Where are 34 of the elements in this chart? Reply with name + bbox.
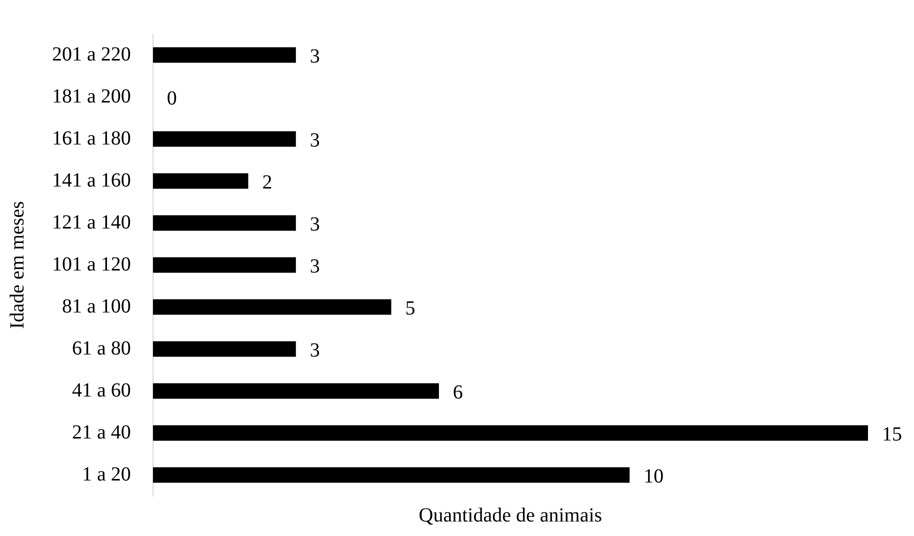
data-label: 0 xyxy=(166,87,177,110)
bar xyxy=(152,215,296,231)
data-label: 6 xyxy=(452,381,463,404)
y-tick-label: 201 a 220 xyxy=(52,43,131,66)
y-axis-title: Idade em meses xyxy=(6,200,28,329)
y-tick-label: 141 a 160 xyxy=(52,169,131,192)
y-tick-label: 121 a 140 xyxy=(52,211,131,234)
bar xyxy=(152,341,296,357)
data-label: 2 xyxy=(262,171,272,194)
bar xyxy=(152,131,296,147)
bar xyxy=(152,467,630,483)
bar xyxy=(152,425,868,441)
data-label: 15 xyxy=(882,423,902,446)
y-tick-label: 61 a 80 xyxy=(72,337,131,360)
data-label: 5 xyxy=(405,297,416,320)
data-label: 3 xyxy=(310,255,320,278)
bar xyxy=(152,173,248,189)
data-label: 10 xyxy=(644,465,664,488)
bar xyxy=(152,383,439,399)
y-tick-label: 81 a 100 xyxy=(62,295,131,318)
x-axis-title: Quantidade de animais xyxy=(418,504,602,526)
data-label: 3 xyxy=(310,339,320,362)
y-tick-label: 181 a 200 xyxy=(52,85,131,108)
bar xyxy=(152,47,296,63)
y-tick-label: 41 a 60 xyxy=(72,379,131,402)
data-label: 3 xyxy=(310,213,320,236)
y-tick-label: 101 a 120 xyxy=(52,253,131,276)
y-tick-label: 161 a 180 xyxy=(52,127,131,150)
data-label: 3 xyxy=(310,45,320,68)
y-tick-label: 1 a 20 xyxy=(82,463,131,486)
bar xyxy=(152,257,296,273)
data-label: 3 xyxy=(310,129,320,152)
bar xyxy=(152,299,392,315)
y-tick-label: 21 a 40 xyxy=(72,421,131,444)
